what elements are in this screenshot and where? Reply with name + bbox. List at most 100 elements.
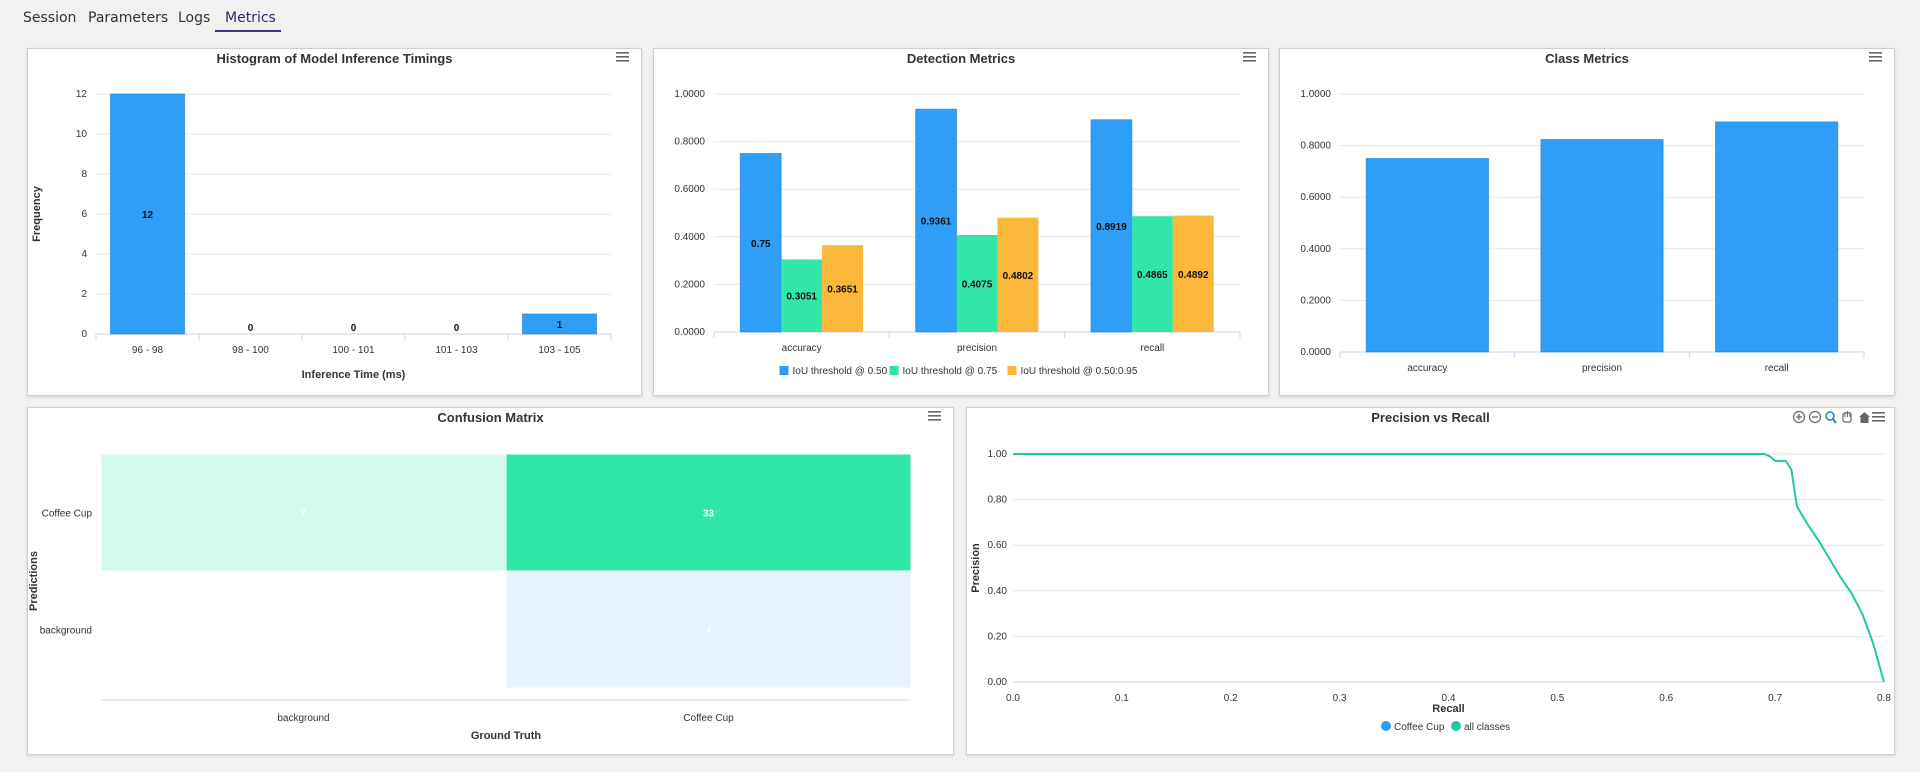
- bar[interactable]: [1090, 119, 1133, 333]
- y-axis-title: Predictions: [28, 551, 40, 611]
- y-tick-label: background: [40, 626, 92, 637]
- bar[interactable]: [822, 245, 864, 332]
- y-axis-title: Precision: [970, 543, 982, 593]
- series-line-all-classes[interactable]: [1013, 453, 1885, 683]
- heatmap-cell[interactable]: [100, 570, 507, 689]
- magnify-icon[interactable]: [1825, 411, 1837, 424]
- data-label: 1: [557, 320, 563, 331]
- data-label: 0.4892: [1178, 270, 1209, 281]
- cell-value-label: 7: [301, 509, 307, 520]
- legend-label: IoU threshold @ 0.50: [793, 366, 888, 377]
- heatmap-cell[interactable]: [505, 570, 912, 689]
- y-tick-label: 0.2000: [674, 279, 705, 290]
- y-tick-label: 0.2000: [1300, 295, 1331, 306]
- hamburger-menu-icon[interactable]: [616, 52, 629, 62]
- y-tick-label: 0.80: [988, 495, 1008, 506]
- legend-label: Coffee Cup: [1394, 722, 1445, 733]
- legend-swatch: [1007, 366, 1017, 375]
- legend-swatch: [889, 366, 899, 375]
- x-axis-title: Inference Time (ms): [302, 369, 406, 381]
- detection-metrics-chart: Detection Metrics 0.0000 0.2000 0.4000 0.600…: [674, 51, 1256, 377]
- bar[interactable]: [109, 93, 186, 335]
- bar[interactable]: [1131, 216, 1173, 332]
- tab-metrics[interactable]: Metrics: [225, 10, 276, 26]
- bar[interactable]: [1172, 215, 1214, 332]
- y-tick-label: 0.0000: [674, 327, 705, 338]
- hamburger-menu-icon[interactable]: [928, 411, 941, 421]
- bar[interactable]: [781, 259, 823, 332]
- data-label: 0.4865: [1137, 270, 1168, 281]
- x-tick-label: 0.0: [1006, 693, 1020, 704]
- y-tick-label: 0: [81, 329, 87, 340]
- chart-title: Class Metrics: [1545, 51, 1629, 66]
- x-tick-label: 100 - 101: [332, 345, 375, 356]
- y-tick-label: 4: [81, 249, 87, 260]
- data-label: 0.3051: [786, 292, 817, 303]
- bar[interactable]: [1715, 121, 1839, 353]
- tab-parameters[interactable]: Parameters: [88, 10, 169, 26]
- heatmap-cell[interactable]: [505, 453, 912, 572]
- x-tick-label: 0.8: [1877, 693, 1891, 704]
- hamburger-menu-icon[interactable]: [1869, 52, 1882, 62]
- y-tick-label: 1.0000: [1300, 89, 1331, 100]
- confusion-matrix-chart: Confusion Matrix 7 33 4 background Coffee Cup…: [28, 410, 941, 742]
- y-tick-label: 0.6000: [674, 184, 705, 195]
- y-tick-label: 0.8000: [1300, 141, 1331, 152]
- bar[interactable]: [915, 108, 958, 333]
- x-tick-label: precision: [1582, 363, 1622, 374]
- x-tick-label: 0.3: [1333, 693, 1347, 704]
- chart-title: Precision vs Recall: [1371, 410, 1490, 425]
- data-label: 12: [142, 210, 154, 221]
- class-metrics-panel: Class Metrics 0.0000 0.2000 0.4000 0.6000 0.8…: [1279, 48, 1895, 396]
- x-tick-label: 101 - 103: [435, 345, 478, 356]
- precision-recall-chart: Precision vs Recall 0.00 0.20 0.40 0.60 0.80 1…: [970, 410, 1891, 733]
- x-tick-label: precision: [957, 343, 997, 354]
- data-label: 0.8919: [1096, 222, 1127, 233]
- chart-title: Detection Metrics: [907, 51, 1015, 66]
- bar[interactable]: [1365, 158, 1489, 353]
- hand-pan-icon[interactable]: [1842, 411, 1852, 423]
- detection-metrics-panel: Detection Metrics 0.0000 0.2000 0.4000 0.600…: [653, 48, 1269, 396]
- tab-session[interactable]: Session: [23, 10, 77, 26]
- bar[interactable]: [1540, 139, 1664, 353]
- y-axis-title: Frequency: [31, 185, 43, 242]
- x-axis-title: Recall: [1432, 703, 1464, 715]
- bar[interactable]: [739, 153, 782, 333]
- legend-label: all classes: [1464, 722, 1510, 733]
- y-tick-label: 0.60: [988, 540, 1008, 551]
- tab-logs[interactable]: Logs: [178, 10, 211, 26]
- data-label: 0.75: [751, 239, 771, 250]
- x-tick-label: background: [277, 713, 329, 724]
- y-tick-label: 0.20: [988, 631, 1008, 642]
- x-axis-title: Ground Truth: [471, 730, 542, 742]
- hamburger-menu-icon[interactable]: [1243, 52, 1256, 62]
- y-tick-label: 8: [81, 169, 87, 180]
- hamburger-menu-icon[interactable]: [1872, 412, 1885, 422]
- data-label: 0.4075: [962, 280, 993, 291]
- zoom-out-icon[interactable]: [1808, 410, 1822, 424]
- bar[interactable]: [521, 313, 598, 335]
- chart-title: Confusion Matrix: [437, 410, 544, 425]
- x-tick-label: accuracy: [782, 343, 822, 354]
- x-tick-label: 0.2: [1224, 693, 1238, 704]
- histogram-chart: Histogram of Model Inference Timings 0 2 4 6…: [31, 51, 629, 381]
- data-label: 0: [351, 323, 357, 334]
- legend-marker: [1451, 721, 1461, 731]
- x-tick-label: recall: [1765, 363, 1789, 374]
- home-icon[interactable]: [1859, 412, 1870, 423]
- histogram-panel: Histogram of Model Inference Timings 0 2 4 6…: [27, 48, 642, 396]
- legend-label: IoU threshold @ 0.75: [903, 366, 998, 377]
- active-tab-indicator: [215, 30, 281, 32]
- heatmap-cell[interactable]: [100, 453, 507, 572]
- zoom-in-icon[interactable]: [1792, 410, 1806, 424]
- y-tick-label: Coffee Cup: [42, 509, 93, 520]
- y-tick-label: 1.00: [988, 449, 1008, 460]
- x-tick-label: 0.6: [1659, 693, 1673, 704]
- y-tick-label: 10: [76, 129, 88, 140]
- bar[interactable]: [956, 235, 998, 332]
- y-tick-label: 2: [81, 289, 87, 300]
- bar[interactable]: [997, 217, 1039, 332]
- chart-title: Histogram of Model Inference Timings: [217, 51, 453, 66]
- y-tick-label: 0.4000: [1300, 244, 1331, 255]
- x-tick-label: accuracy: [1407, 363, 1447, 374]
